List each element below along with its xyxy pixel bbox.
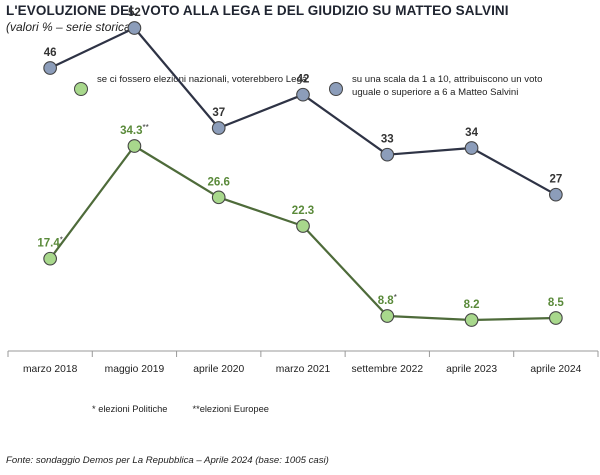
series-line-blue	[49, 26, 557, 196]
legend-green-label: se ci fossero elezioni nazionali, votere…	[97, 74, 308, 85]
data-label-footnote-mark: *	[394, 293, 397, 302]
legend-item-lega-vote: se ci fossero elezioni nazionali, votere…	[74, 73, 312, 96]
data-point-green	[211, 190, 226, 205]
data-point-blue	[211, 121, 226, 135]
data-point-blue	[380, 147, 395, 162]
data-point-green	[296, 219, 310, 233]
x-tick-label: aprile 2020	[193, 364, 244, 375]
data-point-green	[380, 309, 395, 323]
data-label-green: 26.6	[208, 176, 230, 188]
x-tick-label: marzo 2018	[23, 364, 78, 375]
x-tick-label: marzo 2021	[276, 364, 331, 375]
data-label-green: 17.4*	[37, 236, 63, 250]
data-point-blue	[43, 61, 57, 75]
footnote-europee: **elezioni Europee	[192, 404, 269, 414]
legend-blue-label: su una scala da 1 a 10, attribuiscono un…	[352, 74, 543, 98]
data-point-green	[43, 251, 57, 266]
data-label-footnote-mark: **	[143, 123, 149, 132]
data-point-blue	[549, 187, 563, 202]
data-point-green	[549, 311, 563, 325]
legend-item-salvini-rating: su una scala da 1 a 10, attribuiscono un…	[329, 73, 567, 99]
data-label-blue: 52	[128, 7, 141, 19]
chart-title: L'EVOLUZIONE DEL VOTO ALLA LEGA E DEL GI…	[6, 3, 509, 18]
data-label-blue: 37	[212, 107, 225, 119]
data-label-blue: 27	[549, 174, 562, 186]
footnote-politiche: * elezioni Politiche	[92, 404, 168, 414]
data-label-blue: 42	[297, 74, 310, 86]
data-label-footnote-mark: *	[60, 236, 63, 245]
x-tick-label: maggio 2019	[105, 364, 165, 375]
data-label-blue: 46	[44, 47, 57, 59]
chart-subtitle: (valori % – serie storica)	[6, 20, 135, 34]
data-point-blue	[464, 141, 479, 155]
data-label-green: 8.2	[464, 299, 480, 311]
x-tick-label: aprile 2023	[446, 364, 497, 375]
footnotes: * elezioni Politiche **elezioni Europee	[92, 404, 269, 414]
data-label-green: 34.3**	[120, 123, 149, 137]
data-point-green	[127, 139, 142, 153]
data-label-blue: 34	[465, 127, 478, 139]
data-label-green: 8.5	[548, 297, 565, 309]
legend-green-dot-icon	[74, 82, 88, 96]
series-line-green	[49, 144, 556, 322]
x-tick-label: settembre 2022	[352, 364, 424, 375]
data-label-green: 22.3	[292, 205, 314, 217]
data-label-blue: 33	[381, 134, 394, 146]
data-point-green	[464, 313, 479, 327]
legend-blue-dot-icon	[329, 82, 343, 96]
x-tick-label: aprile 2024	[530, 364, 581, 375]
source-note: Fonte: sondaggio Demos per La Repubblica…	[6, 455, 329, 466]
data-label-green: 8.8*	[378, 293, 397, 307]
data-point-blue	[127, 21, 142, 35]
data-point-blue	[296, 87, 310, 102]
